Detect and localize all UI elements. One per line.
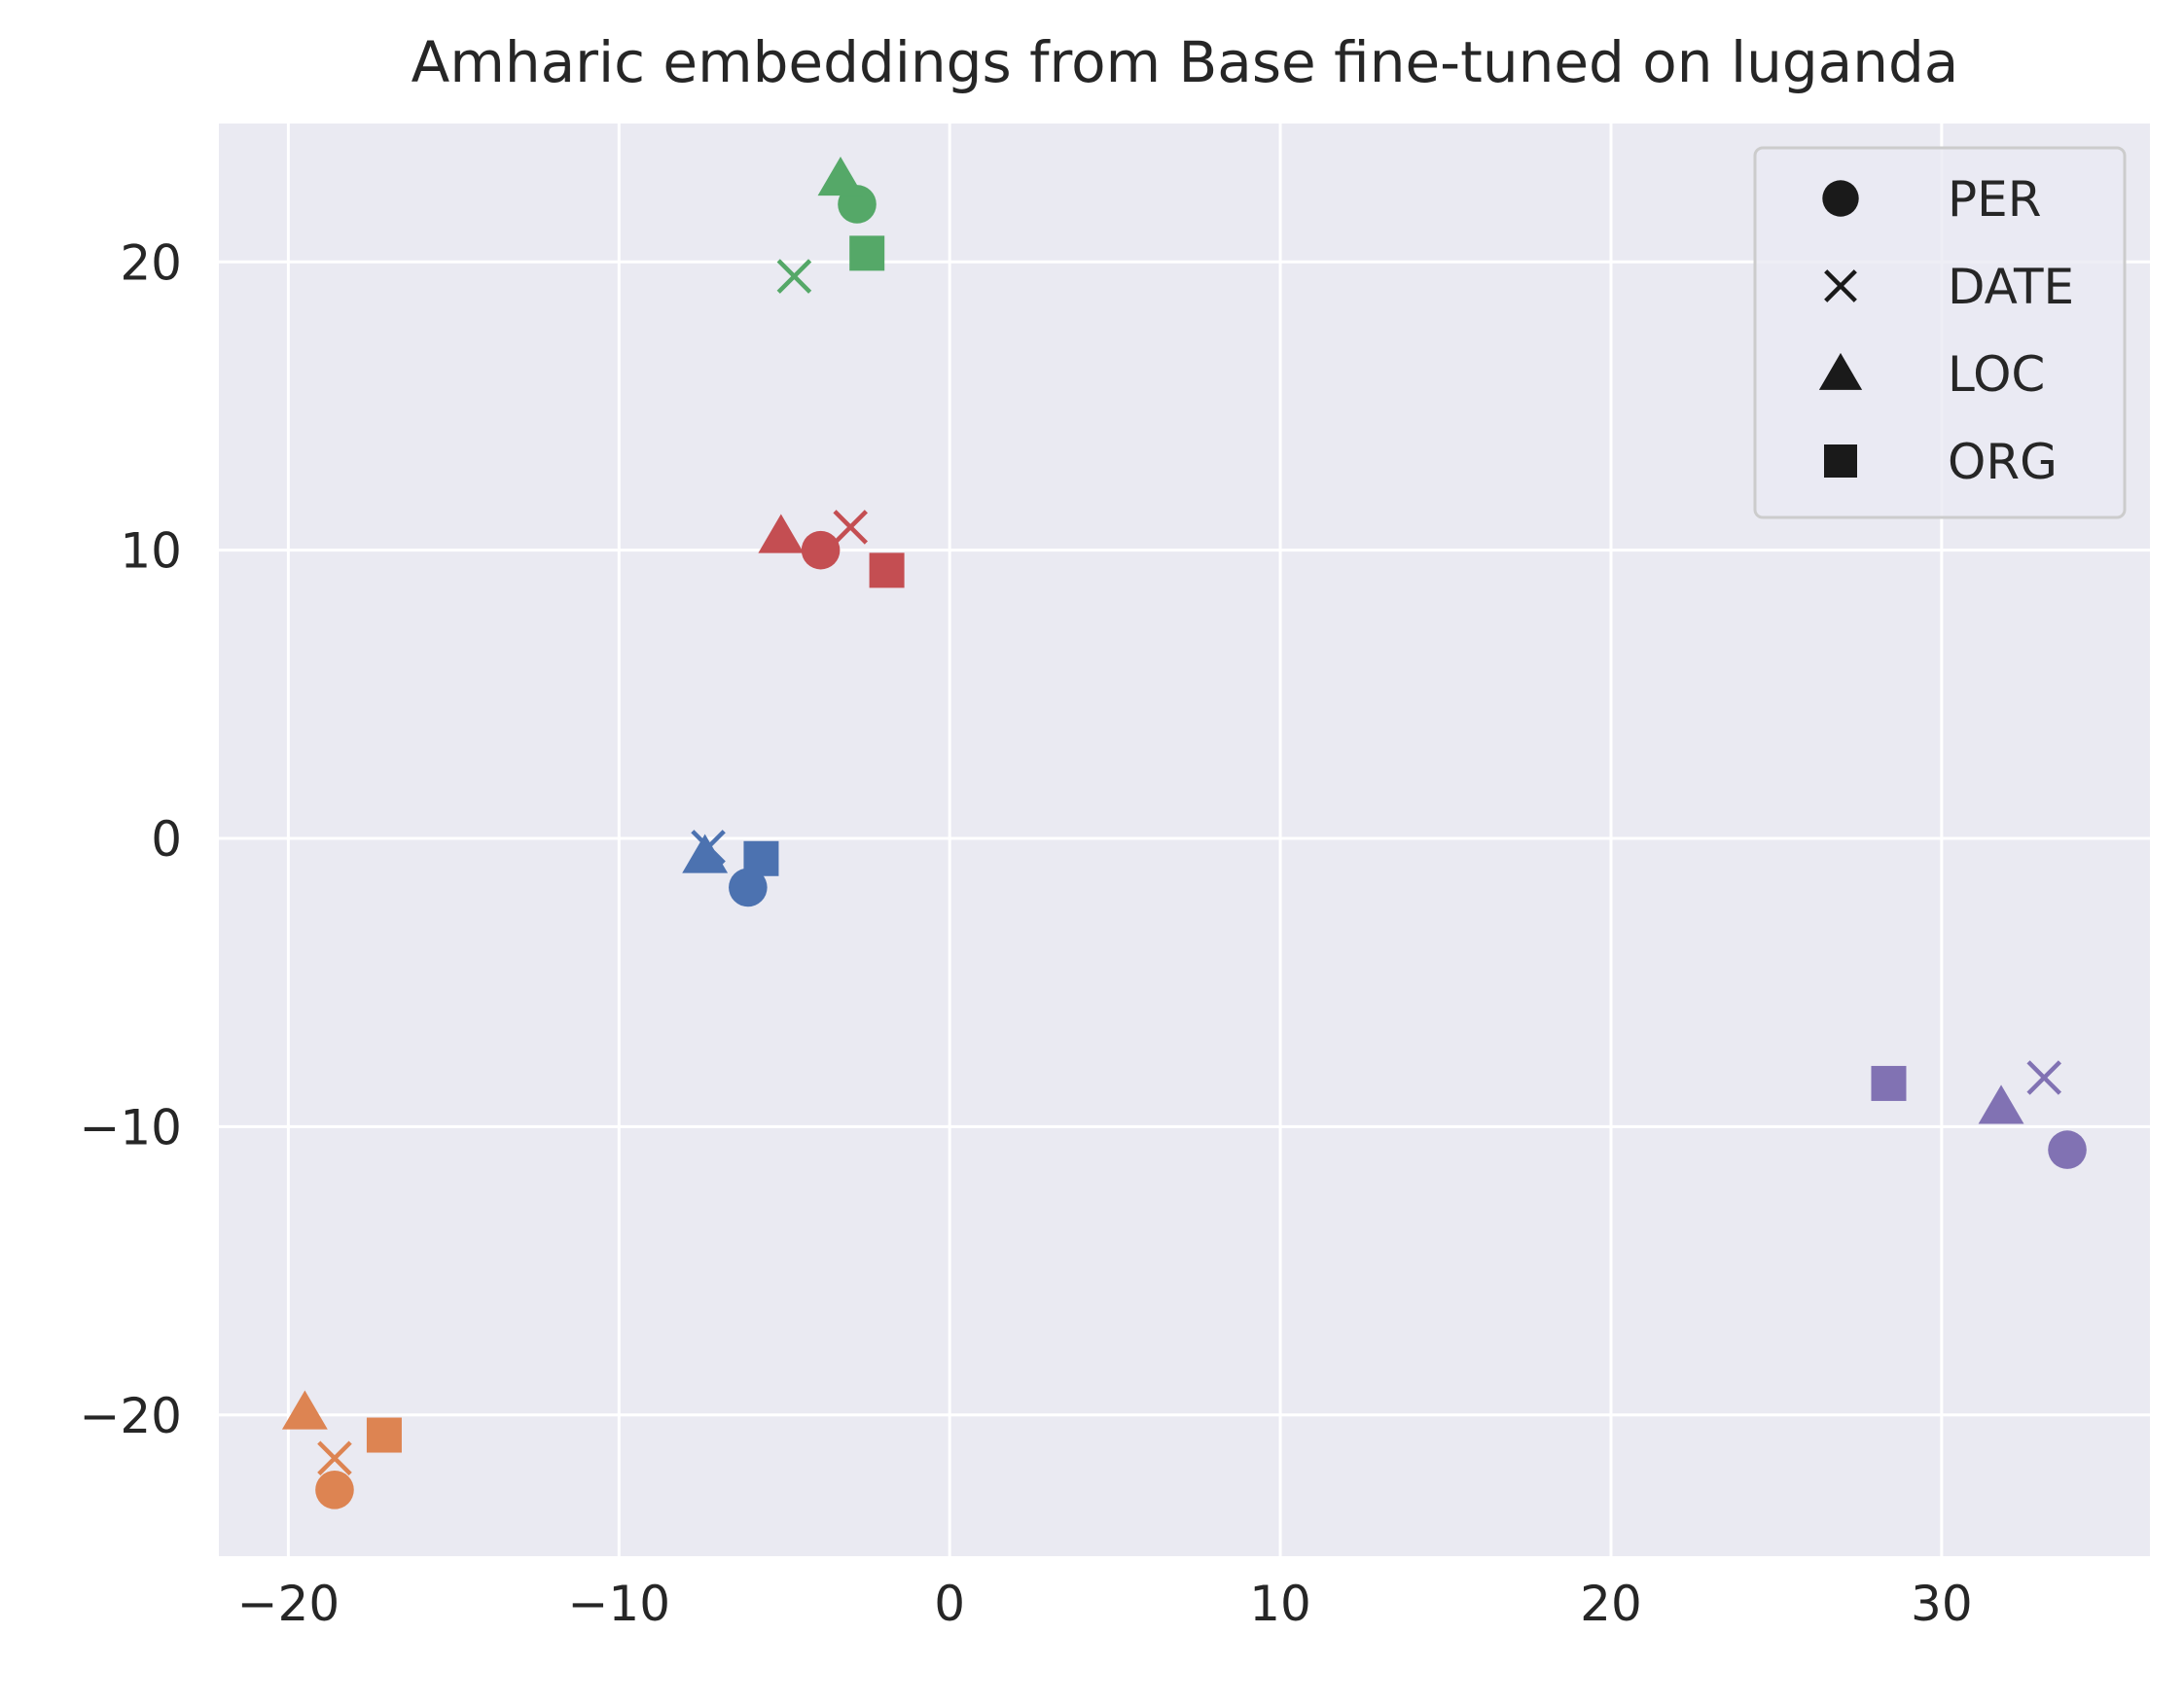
- legend-label: PER: [1948, 171, 2041, 228]
- point-orange-triangle: [281, 1390, 328, 1430]
- x-marker-stroke: [2026, 1060, 2062, 1095]
- y-tick-label: 10: [120, 523, 182, 580]
- legend-label: ORG: [1948, 434, 2058, 490]
- x-marker-stroke: [776, 259, 812, 294]
- y-tick-label: 0: [151, 811, 182, 868]
- point-green-triangle: [817, 156, 864, 196]
- tick-labels: −20 −10 0 10 20 30 −20 −10 0 10 20: [79, 234, 1972, 1632]
- point-red-x: [833, 510, 868, 545]
- legend-marker-x: [1824, 269, 1857, 302]
- y-tick-label: 20: [120, 234, 182, 291]
- x-tick-label: 20: [1580, 1576, 1642, 1632]
- point-red-square: [869, 552, 905, 588]
- x-tick-label: 0: [934, 1576, 965, 1632]
- point-green-square: [849, 235, 885, 271]
- point-orange-x: [317, 1440, 352, 1476]
- point-purple-circle: [2048, 1130, 2087, 1169]
- legend-box: [1753, 146, 2127, 519]
- point-blue-square: [743, 840, 779, 876]
- legend-marker-circle: [1822, 180, 1859, 217]
- chart-title: Amharic embeddings from Base fine-tuned …: [412, 29, 1959, 95]
- legend-label: DATE: [1948, 259, 2074, 315]
- x-tick-label: 10: [1249, 1576, 1311, 1632]
- legend-marker-square: [1824, 444, 1857, 478]
- point-purple-square: [1871, 1065, 1907, 1101]
- point-blue-triangle: [682, 834, 729, 873]
- data-points: [281, 156, 2087, 1510]
- point-green-x: [776, 259, 812, 294]
- x-marker-stroke: [833, 510, 868, 545]
- legend-label: LOC: [1948, 346, 2045, 403]
- point-orange-circle: [315, 1471, 354, 1510]
- point-red-circle: [801, 530, 841, 570]
- point-blue-circle: [729, 868, 768, 907]
- point-purple-x: [2026, 1060, 2062, 1095]
- x-marker-stroke: [1824, 269, 1857, 302]
- x-tick-label: −10: [568, 1576, 671, 1632]
- point-purple-triangle: [1978, 1084, 2024, 1124]
- legend: PER DATE LOC ORG: [1753, 146, 2127, 519]
- x-marker-stroke: [317, 1440, 352, 1476]
- point-orange-square: [366, 1417, 402, 1453]
- point-red-triangle: [758, 514, 805, 553]
- y-tick-label: −20: [79, 1388, 182, 1444]
- x-tick-label: −20: [237, 1576, 340, 1632]
- y-tick-label: −10: [79, 1099, 182, 1155]
- x-tick-label: 30: [1911, 1576, 1973, 1632]
- legend-marker-triangle: [1818, 352, 1863, 390]
